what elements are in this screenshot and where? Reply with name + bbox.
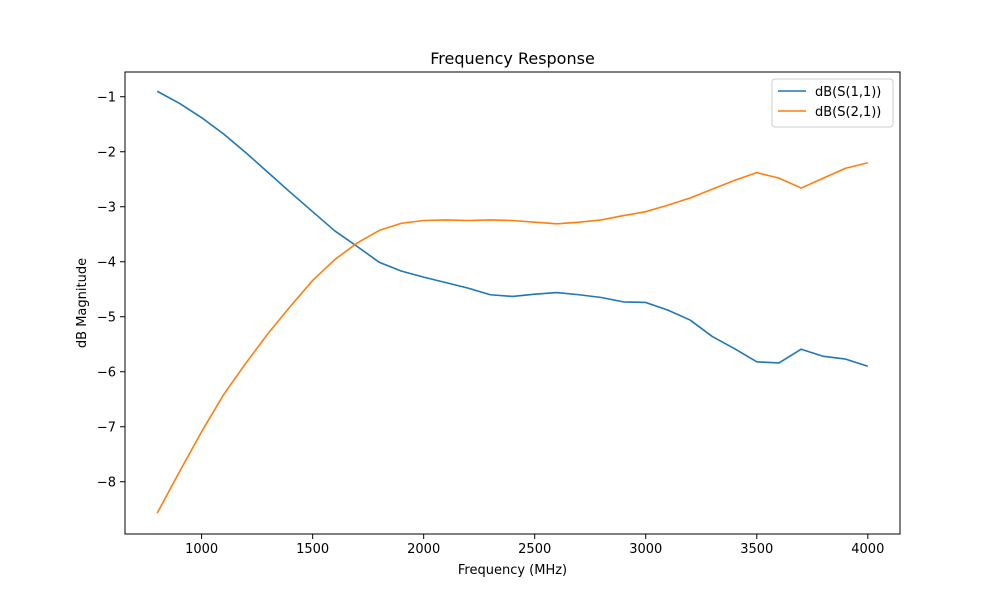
x-tick-label: 3500: [740, 542, 773, 557]
y-tick-label: −7: [97, 420, 116, 435]
x-tick-label: 2500: [518, 542, 551, 557]
y-tick-label: −4: [97, 255, 116, 270]
x-tick-label: 2000: [407, 542, 440, 557]
y-tick-label: −6: [97, 365, 116, 380]
legend-label-1: dB(S(1,1)): [815, 85, 881, 100]
plot-area: [125, 72, 900, 534]
x-tick-label: 3000: [629, 542, 662, 557]
series-line-1: [156, 90, 869, 368]
x-tick-label: 4000: [851, 542, 884, 557]
legend-label-2: dB(S(2,1)): [815, 105, 881, 120]
y-tick-label: −3: [97, 200, 116, 215]
y-tick-label: −1: [97, 90, 116, 105]
y-tick-label: −5: [97, 310, 116, 325]
y-axis-label: dB Magnitude: [75, 258, 90, 348]
plot-frame: [124, 71, 901, 535]
y-tick-label: −2: [97, 145, 116, 160]
x-axis-ticks: 1000 1500 2000 2500 3000 3500 4000: [185, 534, 884, 557]
y-tick-label: −8: [97, 475, 116, 490]
y-axis-ticks: −8 −7 −6 −5 −4 −3 −2 −1: [97, 90, 125, 490]
legend: dB(S(1,1)) dB(S(2,1)): [771, 78, 894, 128]
x-tick-label: 1500: [296, 542, 329, 557]
x-tick-label: 1000: [185, 542, 218, 557]
series-line-2: [156, 161, 868, 514]
series-layer: [156, 90, 869, 514]
chart-title: Frequency Response: [430, 49, 595, 68]
x-axis-label: Frequency (MHz): [458, 563, 567, 578]
